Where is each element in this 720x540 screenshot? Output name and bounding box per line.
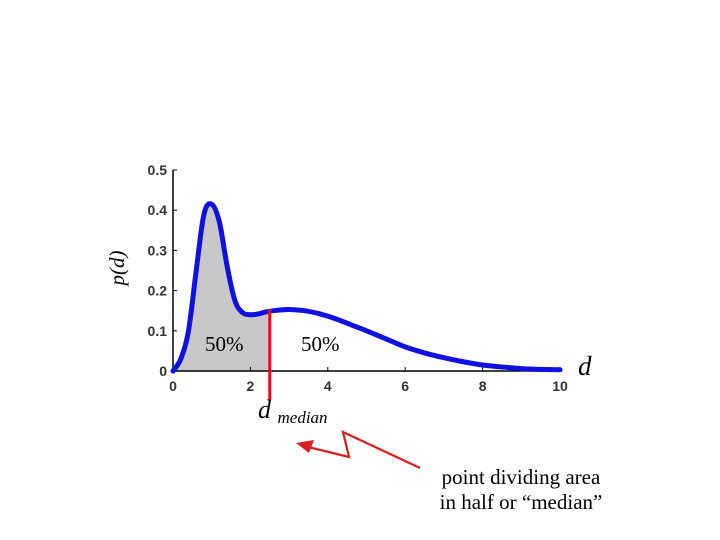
x-axis-ticks: 0 2 4 6 8 10 [169,367,568,394]
x-tick-label: 4 [324,378,332,394]
y-tick-label: 0.2 [148,283,168,299]
y-axis-label: p(d) [105,251,129,288]
x-tick-label: 10 [552,378,568,394]
x-tick-label: 8 [479,378,487,394]
shaded-area-left-half [173,203,270,371]
annotation-line-2: in half or “median” [440,490,603,514]
density-curve [170,201,563,374]
y-tick-label: 0.5 [148,162,168,178]
arrow-head [296,440,314,453]
axes [172,170,560,372]
x-tick-label: 0 [169,378,177,394]
annotation-arrow [296,430,421,469]
median-label-subscript: median [278,408,328,427]
median-label-base: d [258,395,272,424]
x-tick-label: 6 [401,378,409,394]
annotation-line-1: point dividing area [442,465,601,489]
y-tick-label: 0.4 [148,202,168,218]
arrow-zigzag-line [303,430,421,469]
y-tick-label: 0 [159,363,167,379]
x-axis-label: d [578,351,592,381]
x-tick-label: 2 [247,378,255,394]
y-axis-ticks: 0 0.1 0.2 0.3 0.4 0.5 [148,162,177,379]
y-tick-label: 0.3 [148,242,168,258]
median-label: d median [258,395,328,427]
right-region-label: 50% [301,332,340,356]
left-region-label: 50% [205,332,244,356]
y-tick-label: 0.1 [148,323,168,339]
